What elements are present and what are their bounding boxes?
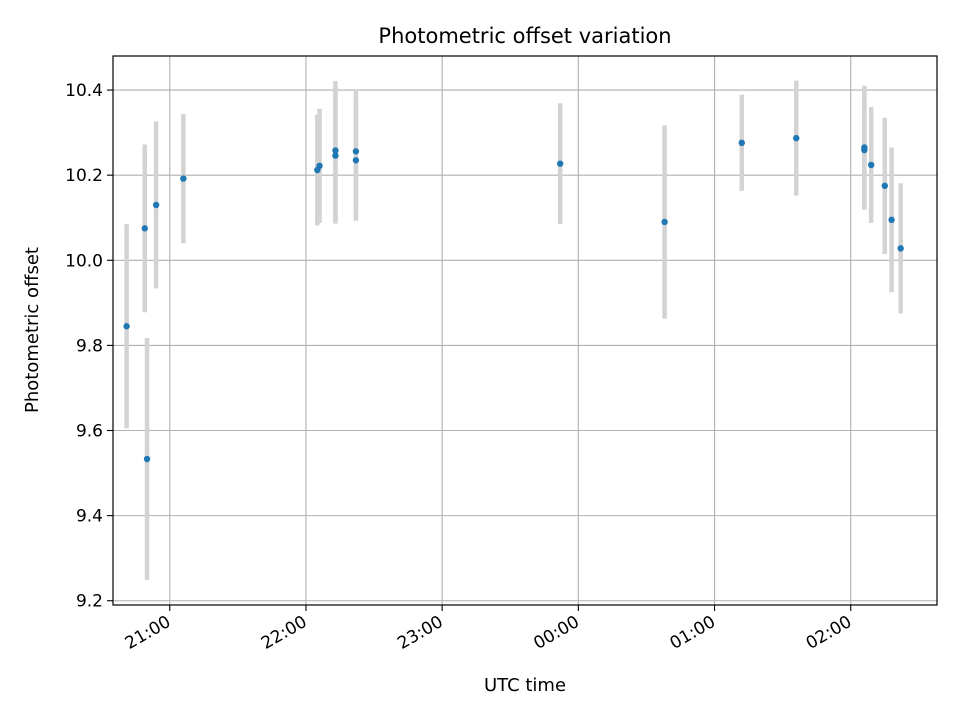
data-point	[332, 147, 339, 154]
data-point	[352, 148, 360, 155]
y-tick-label: 10.2	[65, 166, 103, 186]
y-tick-label: 10.4	[65, 81, 103, 101]
data-point	[152, 201, 160, 209]
y-tick-label: 9.8	[76, 336, 103, 356]
y-tick-label: 9.4	[76, 507, 103, 527]
y-tick-label: 9.6	[76, 422, 103, 442]
data-point	[661, 218, 668, 226]
data-point	[556, 160, 564, 167]
data-point	[861, 146, 868, 154]
data-point	[738, 139, 745, 147]
plot-area-frame	[112, 55, 938, 606]
chart-title: Photometric offset variation	[378, 24, 671, 48]
data-point	[352, 157, 360, 164]
data-point	[332, 152, 339, 159]
data-point	[897, 245, 904, 252]
grid-lines	[113, 56, 937, 605]
data-point	[143, 455, 151, 463]
data-point	[867, 161, 875, 169]
data-point	[793, 134, 800, 142]
data-points	[123, 134, 904, 463]
y-axis-title: Photometric offset	[22, 247, 43, 413]
data-point	[141, 225, 148, 232]
y-tick-label: 9.2	[76, 592, 103, 612]
data-point	[881, 182, 888, 190]
data-point	[123, 323, 130, 330]
data-point	[888, 216, 895, 224]
x-axis-title: UTC time	[484, 675, 566, 696]
data-point	[180, 175, 187, 182]
data-point	[316, 162, 323, 169]
y-tick-label: 10.0	[65, 251, 103, 271]
